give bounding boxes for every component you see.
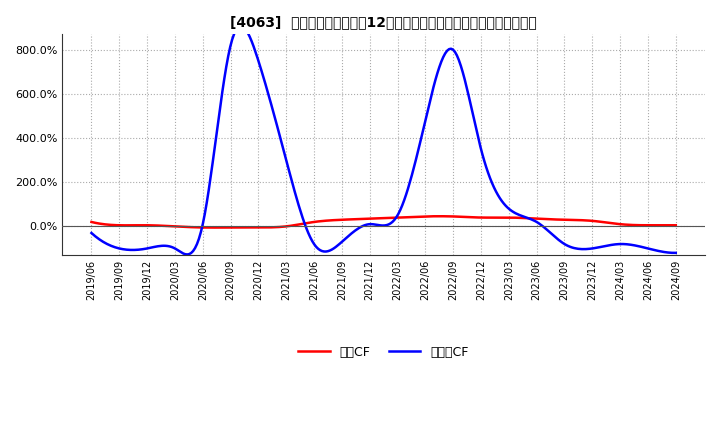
Legend: 営業CF, フリーCF: 営業CF, フリーCF xyxy=(293,341,474,363)
営業CF xyxy=(439,213,448,219)
フリーCF xyxy=(235,23,244,29)
Title: [4063]  キャッシュフローの12か月移動合計の対前年同期増減率の推移: [4063] キャッシュフローの12か月移動合計の対前年同期増減率の推移 xyxy=(230,15,537,29)
営業CF xyxy=(449,214,457,219)
営業CF xyxy=(87,219,96,224)
フリーCF xyxy=(89,232,98,237)
営業CF xyxy=(672,223,680,228)
営業CF xyxy=(208,225,217,230)
フリーCF xyxy=(621,242,629,247)
フリーCF xyxy=(449,47,457,52)
営業CF xyxy=(437,213,446,219)
Line: 営業CF: 営業CF xyxy=(91,216,676,227)
フリーCF xyxy=(183,252,192,257)
営業CF xyxy=(435,213,444,219)
フリーCF xyxy=(583,246,592,252)
Line: フリーCF: フリーCF xyxy=(91,26,676,254)
営業CF xyxy=(89,220,98,225)
フリーCF xyxy=(439,55,448,60)
フリーCF xyxy=(672,250,680,256)
フリーCF xyxy=(87,231,96,236)
フリーCF xyxy=(437,59,446,64)
営業CF xyxy=(621,222,629,227)
営業CF xyxy=(583,218,592,223)
